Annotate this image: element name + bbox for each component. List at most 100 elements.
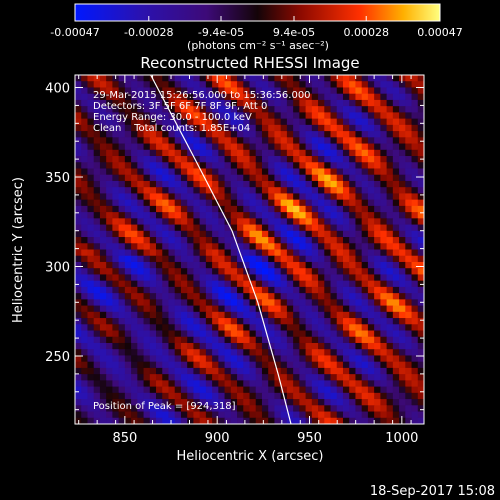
heatmap-cell <box>118 193 126 201</box>
heatmap-cell <box>187 411 194 419</box>
heatmap-cell <box>199 355 207 363</box>
heatmap-cell <box>286 118 294 126</box>
heatmap-cell <box>156 224 163 232</box>
heatmap-cell <box>106 280 113 288</box>
heatmap-cell <box>218 349 225 356</box>
heatmap-cell <box>174 168 182 176</box>
heatmap-cell <box>124 174 132 182</box>
heatmap-cell <box>237 106 244 113</box>
heatmap-cell <box>193 361 201 369</box>
heatmap-cell <box>205 81 213 88</box>
heatmap-cell <box>87 187 95 194</box>
heatmap-cell <box>174 286 182 294</box>
heatmap-cell <box>367 205 375 213</box>
heatmap-cell <box>399 280 406 288</box>
heatmap-cell <box>324 106 331 113</box>
heatmap-cell <box>299 255 306 263</box>
heatmap-cell <box>87 81 95 88</box>
heatmap-cell <box>243 112 250 120</box>
heatmap-cell <box>305 137 313 144</box>
heatmap-cell <box>199 392 207 400</box>
heatmap-cell <box>342 237 350 244</box>
heatmap-cell <box>305 112 313 120</box>
heatmap-cell <box>118 149 126 157</box>
heatmap-cell <box>174 330 182 338</box>
heatmap-cell <box>355 212 363 219</box>
heatmap-cell <box>255 318 263 325</box>
heatmap-cell <box>118 212 126 219</box>
heatmap-cell <box>417 118 424 126</box>
heatmap-cell <box>311 75 319 82</box>
heatmap-cell <box>342 118 350 126</box>
heatmap-cell <box>274 212 282 219</box>
heatmap-cell <box>193 324 201 331</box>
heatmap-cell <box>305 261 313 269</box>
heatmap-cell <box>261 218 269 225</box>
heatmap-cell <box>411 318 419 325</box>
heatmap-cell <box>205 218 213 225</box>
heatmap-cell <box>261 75 269 82</box>
heatmap-cell <box>218 174 225 182</box>
heatmap-cell <box>405 392 412 400</box>
heatmap-cell <box>280 261 288 269</box>
heatmap-cell <box>124 324 132 331</box>
heatmap-cell <box>405 87 412 95</box>
heatmap-cell <box>143 230 151 238</box>
heatmap-cell <box>124 268 132 275</box>
heatmap-cell <box>417 311 424 319</box>
heatmap-cell <box>411 187 419 194</box>
heatmap-cell <box>405 180 412 188</box>
heatmap-cell <box>324 199 331 207</box>
heatmap-cell <box>330 293 338 300</box>
heatmap-cell <box>280 268 288 275</box>
heatmap-cell <box>230 411 238 419</box>
heatmap-cell <box>180 299 188 306</box>
heatmap-cell <box>162 174 169 182</box>
heatmap-cell <box>386 224 394 232</box>
heatmap-cell <box>237 405 244 412</box>
heatmap-cell <box>75 349 82 356</box>
heatmap-cell <box>392 143 400 151</box>
heatmap-cell <box>417 187 424 194</box>
heatmap-cell <box>367 361 375 369</box>
heatmap-cell <box>380 361 388 369</box>
heatmap-cell <box>374 405 381 412</box>
heatmap-cell <box>280 193 288 201</box>
heatmap-cell <box>162 112 169 120</box>
heatmap-cell <box>361 411 369 419</box>
heatmap-cell <box>374 243 381 250</box>
heatmap-cell <box>355 87 363 95</box>
heatmap-cell <box>392 174 400 182</box>
heatmap-cell <box>174 143 182 151</box>
heatmap-cell <box>355 205 363 213</box>
heatmap-cell <box>149 318 157 325</box>
heatmap-cell <box>230 187 238 194</box>
heatmap-cell <box>237 293 244 300</box>
heatmap-cell <box>143 81 151 88</box>
heatmap-cell <box>162 87 169 95</box>
heatmap-cell <box>249 261 257 269</box>
heatmap-cell <box>311 293 319 300</box>
heatmap-cell <box>106 305 113 313</box>
heatmap-cell <box>180 374 188 381</box>
heatmap-cell <box>293 286 300 294</box>
heatmap-cell <box>349 342 356 350</box>
plot-frame <box>74 74 425 425</box>
heatmap-cell <box>411 411 419 419</box>
heatmap-cell <box>330 305 338 313</box>
heatmap-cell <box>93 299 101 306</box>
heatmap-cell <box>99 124 107 132</box>
heatmap-cell <box>218 361 225 369</box>
heatmap-cell <box>374 249 381 257</box>
heatmap-cell <box>405 311 412 319</box>
heatmap-cell <box>143 180 151 188</box>
heatmap-cell <box>367 193 375 201</box>
heatmap-cell <box>386 417 394 424</box>
heatmap-cell <box>187 374 194 381</box>
heatmap-cell <box>149 305 157 313</box>
heatmap-cell <box>143 417 151 424</box>
heatmap-cell <box>255 75 263 82</box>
heatmap-cell <box>205 286 213 294</box>
heatmap-cell <box>156 361 163 369</box>
heatmap-cell <box>367 268 375 275</box>
